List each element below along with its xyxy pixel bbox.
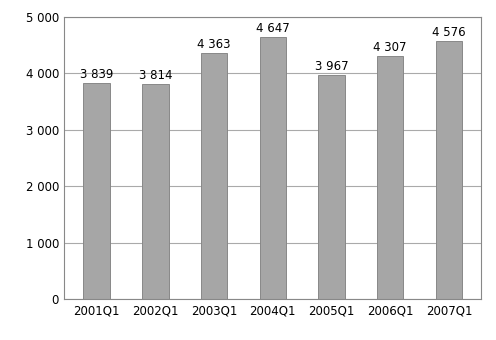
Text: 3 814: 3 814 [138,69,172,82]
Text: 4 307: 4 307 [373,41,407,54]
Text: 4 576: 4 576 [432,26,466,39]
Bar [201,53,227,299]
Text: 3 839: 3 839 [80,68,113,81]
Bar [83,83,110,299]
Bar [142,84,169,299]
Text: 4 363: 4 363 [197,38,231,51]
Text: 3 967: 3 967 [314,60,348,73]
Bar [259,37,286,299]
Bar [377,56,403,299]
Bar [318,75,345,299]
Bar [436,41,462,299]
Text: 4 647: 4 647 [256,22,290,35]
